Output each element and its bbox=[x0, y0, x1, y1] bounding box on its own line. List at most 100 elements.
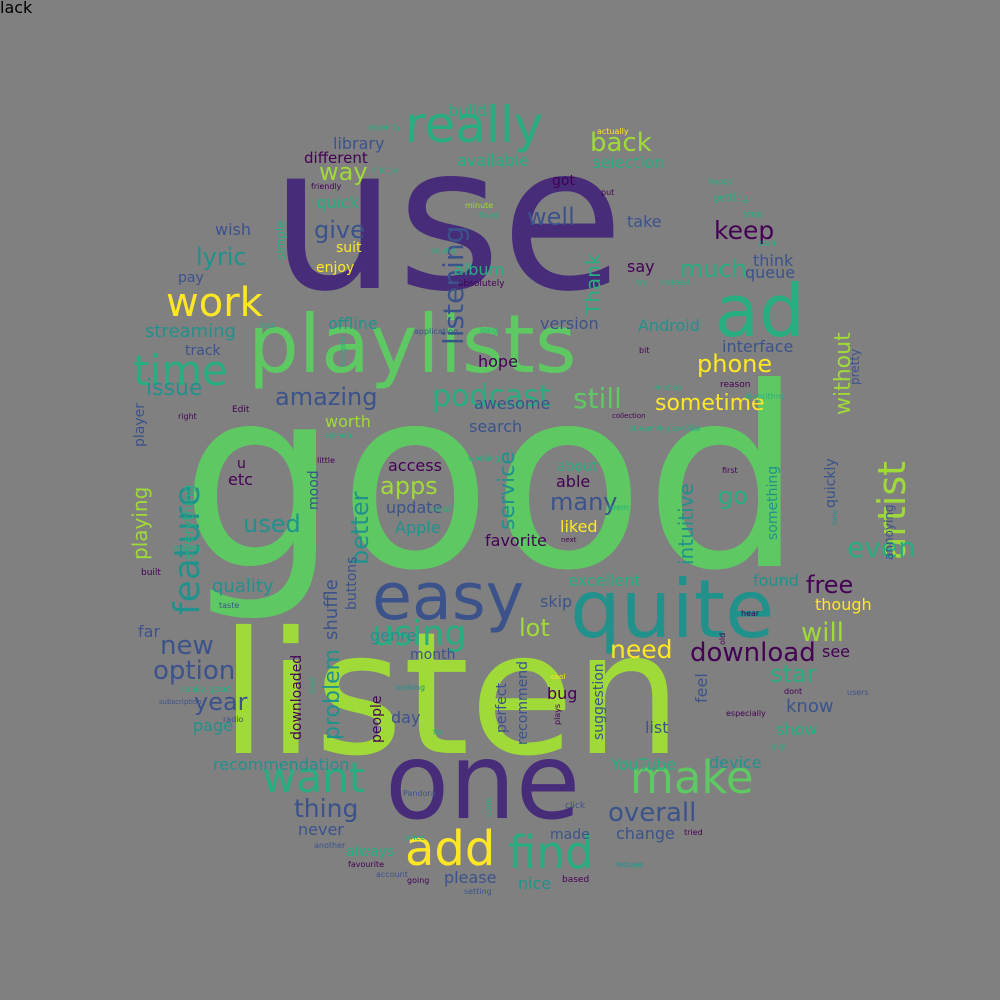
word-really: really bbox=[405, 96, 544, 154]
word-work: work bbox=[166, 280, 263, 326]
word-see: see bbox=[822, 642, 851, 661]
word-try: try bbox=[636, 278, 648, 287]
word-option: option bbox=[153, 656, 236, 686]
word-using: using bbox=[372, 614, 467, 654]
word-apple: Apple bbox=[395, 518, 441, 537]
word-playlists: playlists bbox=[248, 298, 577, 391]
word-start: start bbox=[758, 239, 777, 248]
word-year: year bbox=[194, 688, 248, 716]
word-player: player bbox=[132, 402, 148, 447]
word-collection: collection bbox=[612, 412, 646, 420]
word-better: better bbox=[346, 491, 374, 565]
word-absolutely: absolutely bbox=[458, 279, 505, 289]
word-quality: quality bbox=[212, 576, 274, 597]
word-recommendation: recommendation bbox=[213, 755, 350, 774]
word-far: far bbox=[138, 622, 161, 641]
word-free: free bbox=[806, 571, 854, 599]
word-problem: problem bbox=[320, 648, 345, 740]
word-u: u bbox=[237, 456, 246, 472]
word-thing: thing bbox=[294, 794, 359, 823]
word-instead: instead bbox=[660, 278, 690, 287]
word-next: next bbox=[561, 536, 577, 544]
word-especially: especially bbox=[726, 709, 766, 718]
word-podcast: podcast bbox=[432, 379, 551, 414]
word-right: right bbox=[178, 412, 197, 421]
word-edit: Edit bbox=[232, 405, 250, 415]
word-keep: keep bbox=[714, 216, 775, 245]
word-quick: quick bbox=[316, 193, 359, 212]
word-etc: etc bbox=[228, 470, 253, 489]
word-going: going bbox=[407, 876, 430, 885]
word-built: built bbox=[141, 568, 161, 578]
word-know: know bbox=[786, 696, 834, 717]
word-easy: easy bbox=[372, 560, 525, 635]
word-application: application bbox=[414, 327, 459, 336]
word-android: Android bbox=[638, 316, 700, 335]
word-apps: apps bbox=[380, 472, 438, 500]
word-loss: loss bbox=[260, 321, 276, 330]
word-show: show bbox=[776, 720, 818, 739]
word-bit: bit bbox=[639, 346, 650, 355]
word-happy: happy bbox=[708, 177, 733, 186]
word-favourite: favourite bbox=[348, 860, 384, 869]
word-sound: sound bbox=[431, 246, 456, 255]
word-awesome: awesome bbox=[474, 394, 551, 413]
word-another: another bbox=[314, 841, 346, 850]
word-good: good bbox=[180, 334, 804, 625]
word-ad: ad bbox=[715, 269, 805, 353]
word-about: about bbox=[557, 459, 598, 475]
word-choice: choice bbox=[372, 166, 398, 175]
word-album: album bbox=[454, 260, 505, 279]
word-streaming-service: streaming service bbox=[629, 424, 701, 433]
word-different: different bbox=[304, 149, 368, 167]
word-menu: menu bbox=[430, 505, 453, 514]
word-little: little bbox=[317, 456, 335, 465]
word-phone: phone bbox=[697, 350, 773, 378]
word-excellent: excellent bbox=[568, 571, 641, 590]
word-device: device bbox=[709, 753, 762, 772]
word-code: code bbox=[484, 797, 493, 817]
word-screen: screen bbox=[325, 431, 352, 440]
word-use: use bbox=[270, 103, 625, 336]
word-access: access bbox=[388, 456, 442, 475]
word-pandora: Pandora bbox=[403, 789, 436, 798]
word-worth: worth bbox=[325, 412, 371, 431]
word-day: day bbox=[391, 708, 421, 727]
word-many: many bbox=[550, 488, 618, 516]
word-star: star bbox=[770, 660, 817, 688]
word-price: price bbox=[405, 833, 425, 842]
word-annoying: annoying bbox=[882, 504, 896, 560]
word-long: long bbox=[480, 326, 498, 335]
word-quickly: quickly bbox=[823, 458, 839, 508]
word-require: require bbox=[615, 860, 644, 869]
word-will: will bbox=[801, 618, 844, 648]
word-even: even bbox=[847, 531, 916, 564]
word-wish: wish bbox=[215, 220, 252, 239]
word-put: put bbox=[601, 188, 615, 197]
word-way: way bbox=[319, 158, 368, 186]
word-available: available bbox=[457, 151, 530, 170]
word-people: people bbox=[369, 695, 385, 743]
word-make: make bbox=[630, 751, 754, 804]
word-click: click bbox=[565, 801, 586, 811]
word-overall: overall bbox=[608, 798, 697, 828]
word-getting: getting bbox=[713, 193, 749, 204]
word-though: though bbox=[815, 595, 872, 614]
word-want: want bbox=[262, 753, 366, 802]
word-subscription: subscription bbox=[159, 698, 202, 706]
word-page: page bbox=[193, 716, 233, 735]
word-please: please bbox=[444, 868, 497, 887]
word-skip: skip bbox=[540, 592, 573, 611]
word-stop: stop bbox=[743, 210, 763, 220]
word-something: something bbox=[765, 465, 781, 540]
word-hope: hope bbox=[478, 352, 518, 371]
word-dont: dont bbox=[784, 687, 803, 696]
word-hear: hear bbox=[741, 609, 760, 618]
word-service: service bbox=[495, 451, 520, 530]
word-time: time bbox=[133, 346, 228, 395]
word-used: used bbox=[243, 510, 301, 538]
word-users: users bbox=[847, 688, 869, 697]
word-amazing: amazing bbox=[275, 383, 378, 411]
word-track: track bbox=[185, 343, 221, 359]
